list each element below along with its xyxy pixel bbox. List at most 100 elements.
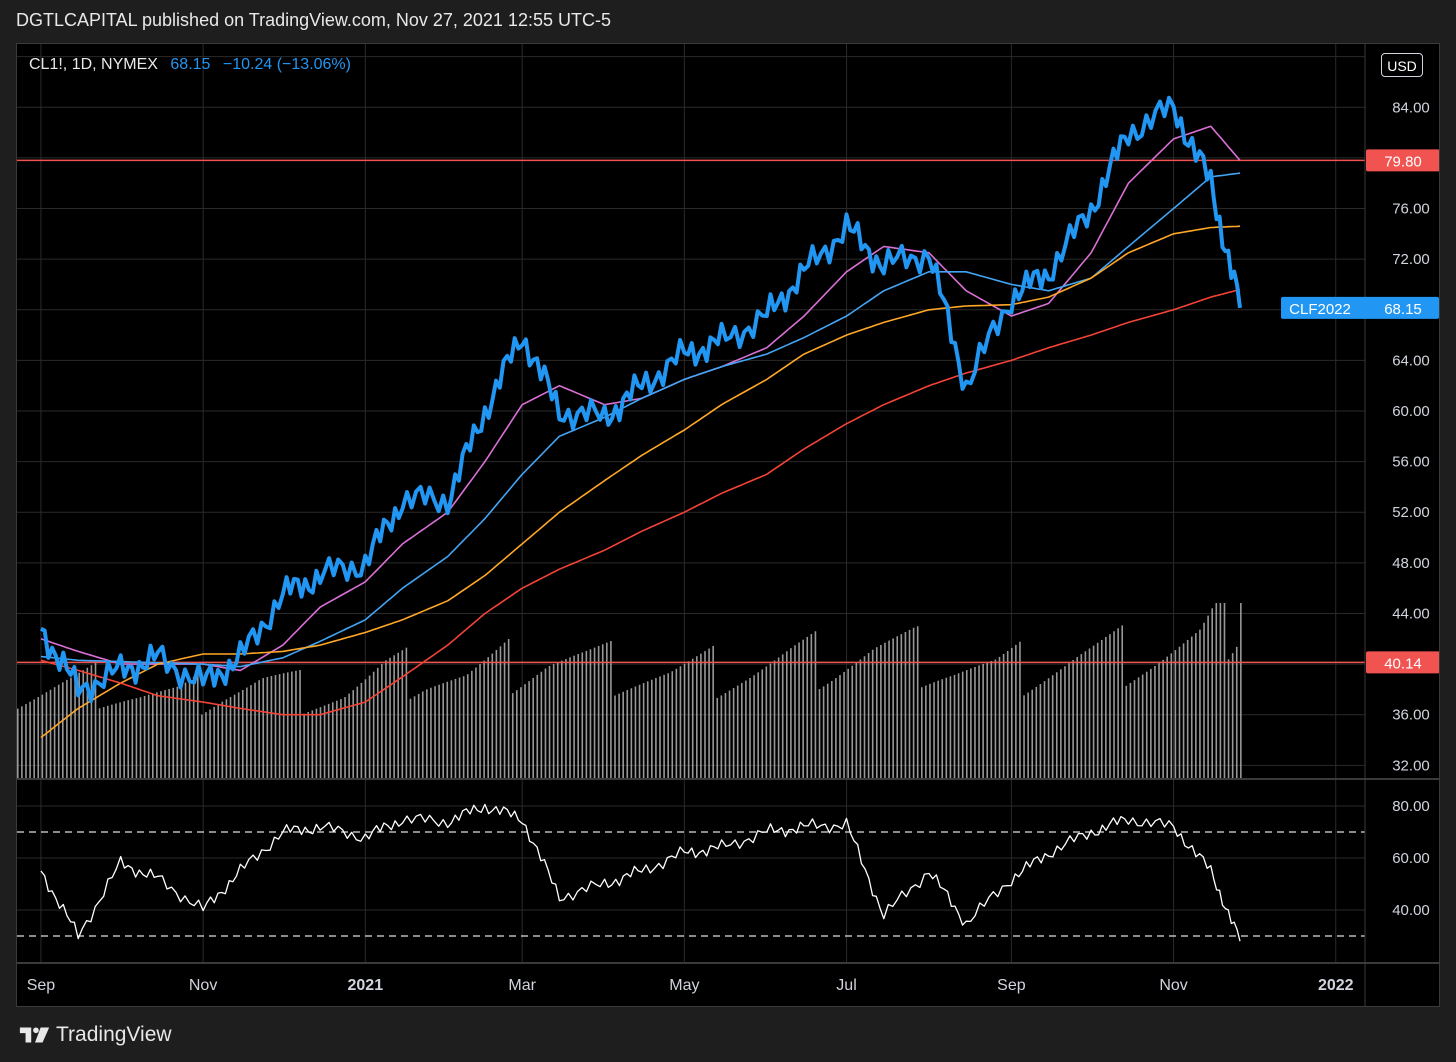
volume-bar xyxy=(577,654,579,778)
volume-bar xyxy=(626,690,629,778)
volume-bar xyxy=(1113,631,1115,778)
volume-bar xyxy=(1076,656,1079,778)
volume-bar xyxy=(728,690,731,778)
volume-bar xyxy=(405,647,408,778)
volume-bar xyxy=(794,645,796,778)
volume-bar xyxy=(606,642,608,778)
volume-bar xyxy=(311,710,314,778)
volume-bar xyxy=(781,654,784,778)
volume-bar xyxy=(916,626,919,778)
volume-bar xyxy=(262,678,265,778)
footer-brand-name: TradingView xyxy=(56,1023,172,1046)
volume-bar xyxy=(221,701,224,778)
volume-bar xyxy=(720,695,723,778)
volume-bar xyxy=(651,679,653,778)
volume-bar xyxy=(57,684,60,778)
volume-bar xyxy=(1100,639,1103,778)
publish-header: DGTLCAPITAL published on TradingView.com… xyxy=(16,10,611,30)
volume-bar xyxy=(655,678,657,778)
volume-bar xyxy=(978,665,980,778)
volume-bar xyxy=(78,672,80,778)
volume-bar xyxy=(810,634,813,778)
volume-bar xyxy=(381,663,383,778)
volume-bar xyxy=(1203,622,1205,778)
volume-bar xyxy=(569,657,571,778)
volume-bar xyxy=(344,697,346,778)
hline-label: 79.80 xyxy=(1384,153,1422,170)
volume-bar xyxy=(446,681,449,778)
volume-bar xyxy=(237,692,240,778)
y-tick-label: 64.00 xyxy=(1392,352,1430,369)
volume-bar xyxy=(106,705,109,778)
volume-bar xyxy=(925,685,927,778)
volume-bar xyxy=(348,693,350,778)
volume-bar xyxy=(417,693,420,778)
volume-bar xyxy=(1129,682,1132,778)
y-tick-label: 84.00 xyxy=(1392,99,1430,116)
volume-bar xyxy=(1121,625,1124,778)
currency-button[interactable]: USD xyxy=(1381,53,1423,77)
volume-bar xyxy=(585,650,588,778)
symbol-legend[interactable]: CL1!, 1D, NYMEX 68.15 −10.24 (−13.06%) xyxy=(29,56,351,74)
volume-bar xyxy=(818,689,821,778)
volume-bar xyxy=(749,677,751,778)
symbol-title: CL1!, 1D, NYMEX xyxy=(29,56,158,73)
volume-bar xyxy=(871,649,874,778)
volume-bar xyxy=(920,687,923,778)
volume-bar xyxy=(1117,628,1119,778)
volume-bar xyxy=(732,688,735,778)
volume-bar xyxy=(933,682,935,778)
volume-bar xyxy=(86,667,89,778)
price-layer xyxy=(39,95,1242,704)
volume-bar xyxy=(786,651,788,778)
volume-bar xyxy=(475,667,477,778)
volume-bar xyxy=(593,647,596,778)
volume-bar xyxy=(1064,666,1066,778)
chart-frame[interactable]: 32.00 36.00 44.00 48.00 52.00 56.00 60.00 64.00… xyxy=(16,43,1440,1007)
volume-bar xyxy=(957,673,960,778)
volume-bar xyxy=(21,706,23,778)
chart-canvas[interactable]: 32.00 36.00 44.00 48.00 52.00 56.00 60.00 64.00… xyxy=(17,44,1440,1007)
volume-bar xyxy=(1019,641,1021,778)
volume-bar xyxy=(736,685,739,778)
volume-bar xyxy=(696,656,698,778)
volume-bar xyxy=(552,664,555,778)
volume-bar xyxy=(683,663,686,778)
volume-bar xyxy=(295,670,297,778)
volume-bar xyxy=(761,669,764,778)
volume-bar xyxy=(331,702,334,778)
volume-bar xyxy=(372,671,375,778)
volume-bar xyxy=(184,682,187,778)
volume-bar xyxy=(360,682,363,778)
volume-bar xyxy=(376,667,379,778)
volume-bar xyxy=(180,685,183,778)
volume-bar xyxy=(246,687,248,778)
volume-bar xyxy=(708,648,710,778)
volume-bar xyxy=(127,700,130,778)
volume-bar xyxy=(196,673,199,778)
volume-bar xyxy=(540,671,543,778)
volume-bar xyxy=(826,683,829,778)
volume-bar xyxy=(1051,675,1054,778)
hline-label: 40.14 xyxy=(1384,655,1422,672)
volume-bar xyxy=(303,713,305,778)
volume-bar xyxy=(458,677,461,778)
volume-bar xyxy=(516,690,518,778)
footer-brand[interactable]: TradingView xyxy=(18,1020,172,1050)
volume-bar xyxy=(209,709,211,778)
volume-bar xyxy=(201,714,203,778)
volume-bar xyxy=(679,666,682,778)
volume-bar xyxy=(1235,646,1238,778)
volume-bar xyxy=(1207,615,1209,778)
volume-bar xyxy=(941,679,944,778)
volume-bar xyxy=(1055,672,1058,778)
volume-bar xyxy=(1199,629,1201,778)
volume-bar xyxy=(1215,603,1218,778)
volume-bar xyxy=(1039,684,1042,778)
volume-bar xyxy=(1006,650,1009,778)
volume-bar xyxy=(45,692,48,778)
volume-bar xyxy=(315,708,318,778)
volume-bar xyxy=(442,683,445,778)
volume-bar xyxy=(426,689,428,778)
volume-bar xyxy=(945,677,948,778)
